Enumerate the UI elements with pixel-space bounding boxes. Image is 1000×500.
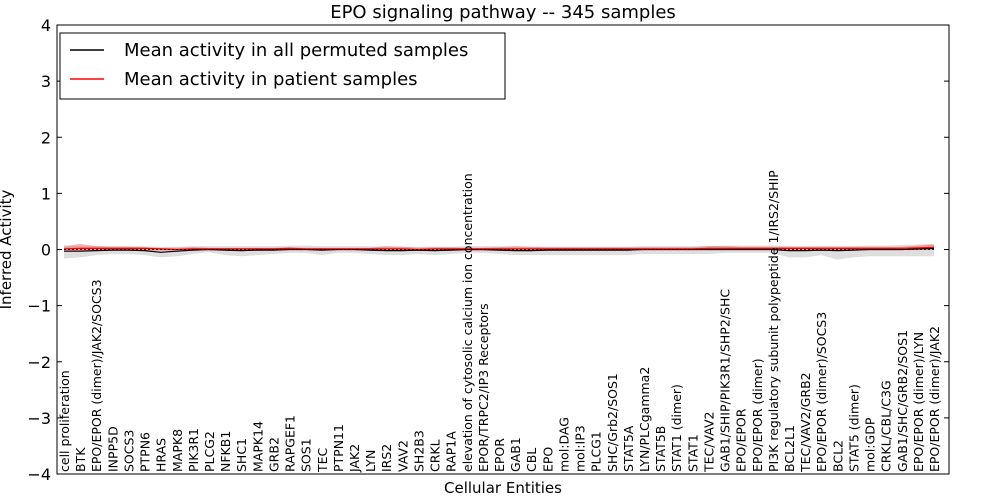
x-tick-label: JAK2: [347, 444, 362, 473]
x-tick-label: SOCS3: [121, 430, 136, 472]
x-tick-label: GAB1/SHIP/PIK3R1/SHP2/SHC: [718, 289, 733, 472]
x-tick-label: PTPN11: [331, 424, 346, 472]
y-tick-label: 3: [41, 72, 51, 91]
x-tick-label: STAT5 (dimer): [846, 384, 861, 472]
x-tick-label: BCL2L1: [782, 425, 797, 472]
x-tick-label: GAB1/SHC/GRB2/SOS1: [895, 330, 910, 472]
x-tick-label: EPOR/TRPC2/IP3 Receptors: [476, 303, 491, 472]
x-tick-label: mol:DAG: [556, 417, 571, 472]
x-tick-label: LYN/PLCgamma2: [637, 367, 652, 472]
x-tick-label: SHC1: [234, 438, 249, 472]
y-tick-label: 0: [41, 241, 51, 260]
x-tick-label: INPP5D: [105, 426, 120, 472]
y-tick-label: −4: [27, 465, 51, 484]
x-tick-label: PLCG1: [589, 431, 604, 472]
y-tick-label: −3: [27, 409, 51, 428]
x-tick-label: BCL2: [830, 440, 845, 472]
x-tick-label: PI3K regulatory subunit polypeptide 1/IR…: [766, 170, 781, 472]
x-tick-label: HRAS: [154, 438, 169, 472]
legend-label-patient: Mean activity in patient samples: [124, 69, 418, 90]
x-tick-label: MAPK8: [170, 429, 185, 472]
x-tick-label: STAT5B: [653, 426, 668, 472]
plot-frame: [56, 24, 950, 475]
chart-title: EPO signaling pathway -- 345 samples: [330, 2, 676, 23]
x-tick-label: CBL: [524, 448, 539, 472]
x-tick-label: EPO/EPOR (dimer): [750, 358, 765, 472]
x-tick-label: mol:IP3: [573, 425, 588, 472]
x-tick-label: PLCG2: [202, 431, 217, 472]
legend-label-permuted: Mean activity in all permuted samples: [124, 40, 468, 61]
y-tick-label: 2: [41, 128, 51, 147]
x-tick-label: EPO/EPOR (dimer)/JAK2: [927, 326, 942, 472]
x-tick-label: TEC: [315, 447, 330, 473]
x-tick-label: RAP1A: [444, 431, 459, 472]
x-tick-label: GAB1: [508, 437, 523, 472]
y-axis-label: Inferred Activity: [0, 189, 15, 309]
x-tick-label: cell proliferation: [57, 370, 72, 472]
x-tick-label: EPO/EPOR (dimer)/SOCS3: [814, 312, 829, 472]
x-tick-label: EPOR: [492, 438, 507, 472]
x-axis-label: Cellular Entities: [444, 479, 562, 497]
x-tick-label: TEC/VAV2: [701, 412, 716, 473]
x-tick-label: PTPN6: [138, 432, 153, 472]
x-tick-label: EPO/EPOR (dimer)/JAK2/SOCS3: [89, 279, 104, 472]
band-permuted: [64, 243, 934, 260]
x-tick-label: IRS2: [379, 444, 394, 472]
y-tick-label: 4: [41, 16, 51, 35]
y-axis-ticks: −4 −3 −2 −1 0 1 2 3 4: [27, 16, 949, 484]
x-tick-label: LYN: [363, 450, 378, 472]
activity-bands: [64, 243, 934, 260]
line-patient: [63, 246, 935, 251]
x-tick-label: EPO/EPOR (dimer)/LYN: [911, 332, 926, 472]
x-tick-label: CRKL/CBL/C3G: [879, 380, 894, 472]
x-tick-label: MAPK14: [250, 421, 265, 472]
x-tick-label: NFKB1: [218, 431, 233, 472]
y-tick-label: −2: [27, 353, 51, 372]
x-tick-label: VAV2: [395, 440, 410, 472]
y-tick-label: 1: [41, 184, 51, 203]
legend: Mean activity in all permuted samples Me…: [59, 32, 506, 100]
x-tick-labels: cell proliferation BTK EPO/EPOR (dimer)/JA…: [57, 170, 942, 473]
x-tick-label: STAT1: [685, 434, 700, 472]
x-tick-label: EPO/EPOR: [734, 408, 749, 472]
legend-box: [59, 32, 506, 100]
x-tick-label: STAT5A: [621, 425, 636, 472]
x-tick-label: GRB2: [266, 437, 281, 472]
x-tick-label: BTK: [73, 447, 88, 472]
x-tick-label: SHC/Grb2/SOS1: [605, 373, 620, 472]
x-tick-label: SH2B3: [411, 430, 426, 472]
y-tick-label: −1: [27, 297, 51, 316]
x-tick-label: mol:GDP: [863, 417, 878, 472]
x-tick-label: PIK3R1: [186, 428, 201, 472]
x-tick-label: EPO: [540, 447, 555, 472]
x-tick-label: CRKL: [428, 439, 443, 472]
x-tick-label: STAT1 (dimer): [669, 384, 684, 472]
x-tick-label: elevation of cytosolic calcium ion conce…: [460, 173, 475, 472]
x-tick-label: SOS1: [299, 438, 314, 472]
x-tick-label: TEC/VAV2/GRB2: [798, 372, 813, 473]
x-tick-label: RAPGEF1: [283, 415, 298, 472]
